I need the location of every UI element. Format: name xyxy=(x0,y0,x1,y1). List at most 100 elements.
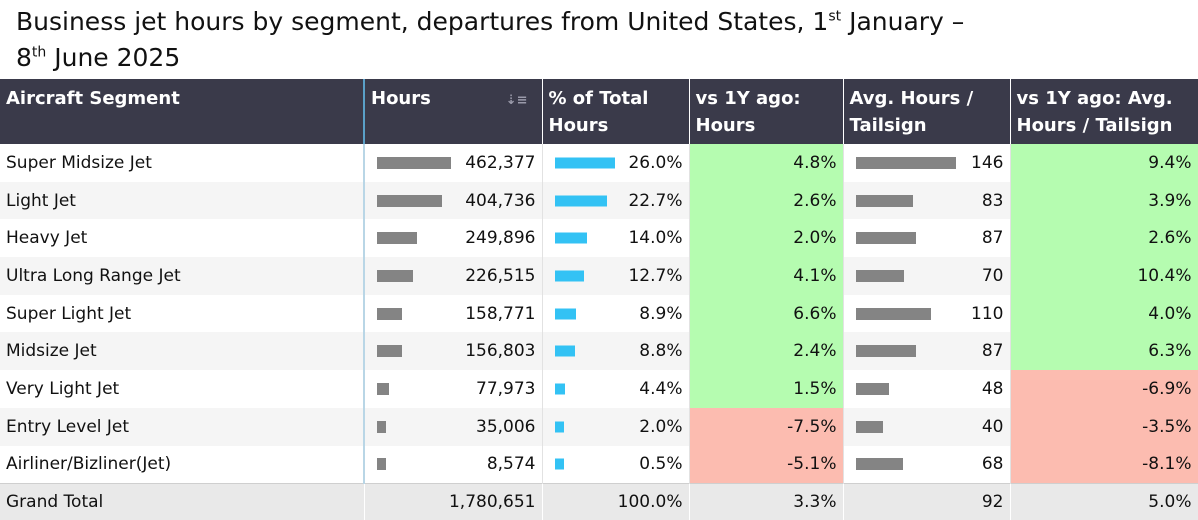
pct-cell: 8.9% xyxy=(542,294,690,333)
yoy-avg-value: 2.6% xyxy=(1148,228,1192,249)
avg-hours-bar xyxy=(855,194,913,207)
hours-bar xyxy=(377,307,402,320)
segment-name: Very Light Jet xyxy=(0,370,365,408)
header-yoy-avg[interactable]: vs 1Y ago: Avg. Hours / Tailsign xyxy=(1010,79,1198,144)
yoy-hours-cell: 4.1% xyxy=(689,257,844,295)
pct-bar xyxy=(554,308,576,320)
table-row[interactable]: Super Light Jet 158,771 8.9% 6.6% 110 4.0% xyxy=(0,294,1198,333)
yoy-avg-cell: -6.9% xyxy=(1010,370,1198,408)
yoy-avg-cell: 3.9% xyxy=(1010,181,1198,220)
hours-bar xyxy=(377,156,451,169)
pct-value: 12.7% xyxy=(628,265,683,286)
yoy-avg-value: -3.5% xyxy=(1142,416,1192,437)
segment-name: Super Light Jet xyxy=(0,294,365,333)
pct-cell: 22.7% xyxy=(542,181,690,220)
yoy-avg-value: 6.3% xyxy=(1148,341,1192,362)
avg-cell: 68 xyxy=(843,445,1011,484)
total-hours: 1,780,651 xyxy=(364,483,543,520)
avg-hours-bar xyxy=(855,156,956,169)
table-row[interactable]: Ultra Long Range Jet 226,515 12.7% 4.1% 70 10… xyxy=(0,257,1198,295)
segment-name: Entry Level Jet xyxy=(0,407,365,446)
hours-value: 249,896 xyxy=(465,228,536,249)
sort-descending-icon[interactable]: ⇣≡ xyxy=(505,93,528,108)
table-row[interactable]: Midsize Jet 156,803 8.8% 2.4% 87 6.3% xyxy=(0,332,1198,371)
segment-name: Light Jet xyxy=(0,181,365,220)
avg-hours-value: 48 xyxy=(981,378,1004,399)
yoy-avg-cell: 10.4% xyxy=(1010,257,1198,295)
yoy-hours-value: 2.6% xyxy=(793,190,837,211)
pct-bar xyxy=(554,458,564,470)
yoy-avg-cell: 9.4% xyxy=(1010,144,1198,182)
grand-total-row: Grand Total 1,780,651 100.0% 3.3% 92 5.0… xyxy=(0,483,1198,520)
segment-name: Midsize Jet xyxy=(0,332,365,371)
table-row[interactable]: Entry Level Jet 35,006 2.0% -7.5% 40 -3.5% xyxy=(0,407,1198,446)
pct-value: 8.8% xyxy=(639,341,683,362)
hours-bar xyxy=(377,458,386,471)
hours-value: 404,736 xyxy=(465,190,536,211)
segment-name: Super Midsize Jet xyxy=(0,144,365,182)
pct-cell: 0.5% xyxy=(542,445,690,484)
total-pct: 100.0% xyxy=(542,483,690,520)
yoy-hours-value: -7.5% xyxy=(787,416,837,437)
pct-value: 8.9% xyxy=(639,303,683,324)
hours-cell: 77,973 xyxy=(364,370,543,408)
avg-hours-value: 68 xyxy=(981,454,1004,475)
header-hours[interactable]: Hours ⇣≡ xyxy=(364,79,543,144)
yoy-hours-cell: 1.5% xyxy=(689,370,844,408)
title-part-d: June 2025 xyxy=(46,43,181,72)
segment-name: Ultra Long Range Jet xyxy=(0,257,365,295)
total-yoy: 3.3% xyxy=(689,483,844,520)
avg-cell: 70 xyxy=(843,257,1011,295)
hours-bar xyxy=(377,382,389,395)
header-aircraft-segment[interactable]: Aircraft Segment xyxy=(0,79,365,144)
segment-table: Aircraft Segment Hours ⇣≡ % of Total Hour… xyxy=(0,79,1198,520)
avg-hours-bar xyxy=(855,232,916,245)
avg-hours-value: 146 xyxy=(971,152,1004,173)
avg-hours-bar xyxy=(855,269,904,282)
title-sup-c: th xyxy=(31,44,47,61)
table-row[interactable]: Super Midsize Jet 462,377 26.0% 4.8% 146 9.4% xyxy=(0,144,1198,182)
table-row[interactable]: Light Jet 404,736 22.7% 2.6% 83 3.9% xyxy=(0,181,1198,220)
yoy-hours-value: 4.8% xyxy=(793,152,837,173)
hours-cell: 226,515 xyxy=(364,257,543,295)
hours-value: 8,574 xyxy=(486,454,536,475)
pct-cell: 14.0% xyxy=(542,219,690,258)
table-row[interactable]: Very Light Jet 77,973 4.4% 1.5% 48 -6.9% xyxy=(0,370,1198,408)
avg-cell: 87 xyxy=(843,219,1011,258)
hours-cell: 462,377 xyxy=(364,144,543,182)
pct-value: 2.0% xyxy=(639,416,683,437)
avg-hours-value: 87 xyxy=(981,341,1004,362)
table-row[interactable]: Airliner/Bizliner(Jet) 8,574 0.5% -5.1% 68 -8… xyxy=(0,445,1198,484)
avg-hours-bar xyxy=(855,307,931,320)
hours-value: 77,973 xyxy=(476,378,536,399)
title-sup-a: st xyxy=(828,8,842,25)
title-part-b: January – xyxy=(841,7,965,36)
header-yoy-hours[interactable]: vs 1Y ago: Hours xyxy=(689,79,844,144)
yoy-avg-cell: -3.5% xyxy=(1010,407,1198,446)
pct-cell: 26.0% xyxy=(542,144,690,182)
avg-hours-bar xyxy=(855,420,883,433)
pct-bar xyxy=(554,270,584,282)
yoy-hours-value: 2.4% xyxy=(793,341,837,362)
pct-value: 22.7% xyxy=(628,190,683,211)
pct-value: 26.0% xyxy=(628,152,683,173)
yoy-avg-cell: 4.0% xyxy=(1010,294,1198,333)
avg-cell: 110 xyxy=(843,294,1011,333)
avg-hours-bar xyxy=(855,345,916,358)
pct-cell: 8.8% xyxy=(542,332,690,371)
header-pct-total[interactable]: % of Total Hours xyxy=(542,79,690,144)
pct-bar xyxy=(554,157,615,169)
avg-hours-value: 83 xyxy=(981,190,1004,211)
pct-value: 14.0% xyxy=(628,228,683,249)
total-label: Grand Total xyxy=(0,483,365,520)
yoy-avg-value: -8.1% xyxy=(1142,454,1192,475)
yoy-hours-value: 4.1% xyxy=(793,265,837,286)
hours-bar xyxy=(377,269,413,282)
table-row[interactable]: Heavy Jet 249,896 14.0% 2.0% 87 2.6% xyxy=(0,219,1198,258)
header-avg-hours[interactable]: Avg. Hours / Tailsign xyxy=(843,79,1011,144)
pct-bar xyxy=(554,232,587,244)
avg-hours-value: 110 xyxy=(971,303,1004,324)
yoy-avg-value: 10.4% xyxy=(1137,265,1192,286)
avg-cell: 87 xyxy=(843,332,1011,371)
yoy-avg-value: -6.9% xyxy=(1142,378,1192,399)
